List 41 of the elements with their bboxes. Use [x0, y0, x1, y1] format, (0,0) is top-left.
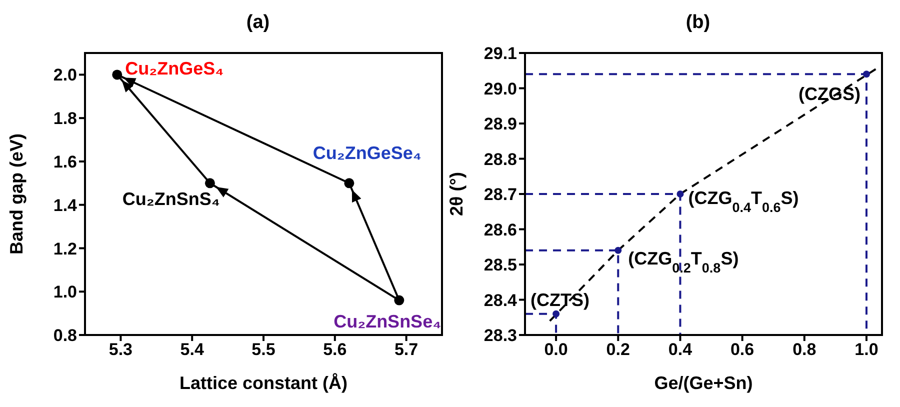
y-tick-label: 1.0	[53, 282, 77, 302]
annotation: (CZGS)	[798, 84, 860, 104]
annotation: Cu₂ZnGeSe₄	[312, 143, 422, 164]
y-tick-label: 28.6	[484, 220, 517, 240]
x-tick-label: 5.4	[180, 340, 204, 360]
y-tick-label: 29.1	[484, 44, 517, 64]
x-tick-label: 0.2	[606, 340, 630, 360]
x-tick-label: 5.3	[108, 340, 133, 360]
annotation: (CZG$_{0.2}$T$_{0.8}$S)	[628, 248, 739, 275]
x-axis-title: Lattice constant (Å)	[179, 373, 348, 393]
x-tick-label: 1.0	[854, 340, 878, 360]
y-axis-title: Band gap (eV)	[6, 133, 26, 255]
y-tick-label: 0.8	[53, 326, 77, 346]
x-tick-label: 5.7	[394, 340, 418, 360]
x-tick-label: 0.6	[730, 340, 754, 360]
x-axis-title: Ge/(Ge+Sn)	[654, 373, 753, 393]
chart-title: (b)	[684, 12, 712, 34]
y-tick-label: 28.5	[484, 256, 517, 275]
y-tick-label: 1.6	[53, 152, 77, 172]
y-tick-label: 28.8	[484, 150, 517, 169]
x-tick-label: 0.4	[668, 340, 693, 360]
x-tick-label: 5.5	[252, 340, 276, 360]
annotation: Cu₂ZnSnSe₄	[334, 311, 442, 332]
x-tick-label: 0.8	[792, 340, 816, 360]
annotation: (CZG$_{0.4}$T$_{0.6}$S)	[688, 188, 799, 214]
y-tick-label: 1.2	[53, 239, 77, 258]
annotation: Cu₂ZnSnS₄	[122, 189, 220, 210]
y-axis-title: 2θ (°)	[446, 172, 466, 216]
y-tick-label: 1.4	[53, 196, 78, 215]
y-tick-label: 1.8	[53, 109, 77, 128]
annotation: (CZTS)	[530, 290, 590, 310]
y-tick-label: 29.0	[484, 79, 517, 98]
y-tick-label: 28.3	[484, 326, 517, 346]
y-tick-label: 2.0	[53, 66, 77, 85]
y-tick-label: 28.7	[484, 185, 517, 204]
chart-title: (a)	[245, 12, 271, 34]
x-tick-label: 0.0	[544, 340, 568, 360]
annotation: Cu₂ZnGeS₄	[125, 58, 224, 79]
x-tick-label: 5.6	[323, 340, 347, 360]
y-tick-label: 28.4	[484, 290, 518, 310]
y-tick-label: 28.9	[484, 114, 517, 134]
